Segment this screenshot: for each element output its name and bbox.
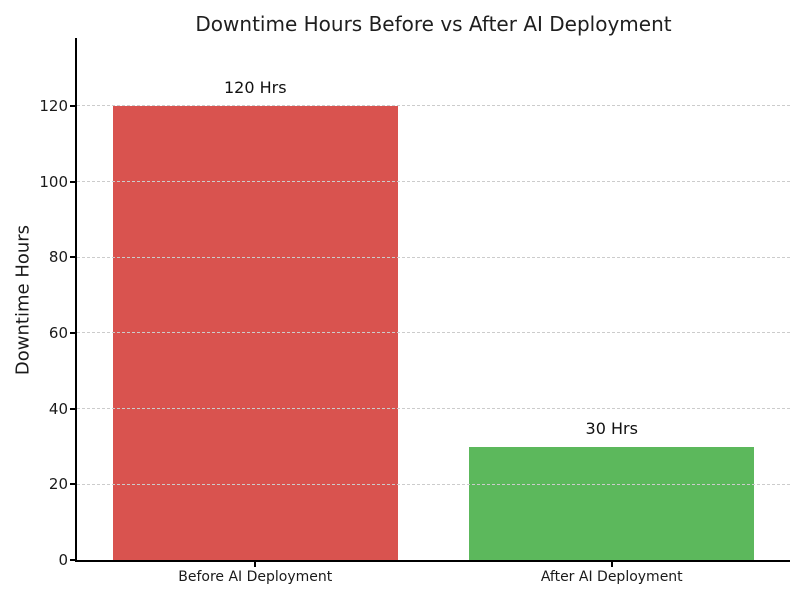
y-tick-mark <box>70 180 75 183</box>
gridline-100 <box>77 180 790 182</box>
y-tick-label: 100 <box>39 172 68 191</box>
y-tick-mark <box>70 332 75 335</box>
x-tick-label: Before AI Deployment <box>178 569 333 585</box>
y-tick-label: 60 <box>48 324 68 343</box>
y-tick-mark <box>70 559 75 561</box>
gridline-60 <box>77 332 790 334</box>
y-tick-mark <box>70 105 75 108</box>
x-tick-mark <box>610 562 613 567</box>
y-tick-label: 80 <box>48 248 68 267</box>
bar-value-label: 30 Hrs <box>585 418 638 438</box>
y-tick-label: 20 <box>48 475 68 494</box>
y-tick-mark <box>70 407 75 410</box>
y-tick-label: 0 <box>58 551 68 569</box>
bar-after-ai-deployment <box>469 446 755 560</box>
gridline-120 <box>77 105 790 107</box>
y-axis-line <box>75 38 77 562</box>
gridline-20 <box>77 483 790 485</box>
gridline-80 <box>77 256 790 258</box>
gridline-40 <box>77 407 790 409</box>
chart-title: Downtime Hours Before vs After AI Deploy… <box>195 12 672 36</box>
y-tick-mark <box>70 256 75 259</box>
bar-value-label: 120 Hrs <box>223 78 287 98</box>
y-tick-label: 120 <box>39 97 68 116</box>
x-tick-mark <box>254 562 257 567</box>
x-tick-label: After AI Deployment <box>540 569 683 585</box>
y-tick-label: 40 <box>48 399 68 418</box>
x-axis-line <box>75 560 790 562</box>
y-tick-mark <box>70 483 75 486</box>
